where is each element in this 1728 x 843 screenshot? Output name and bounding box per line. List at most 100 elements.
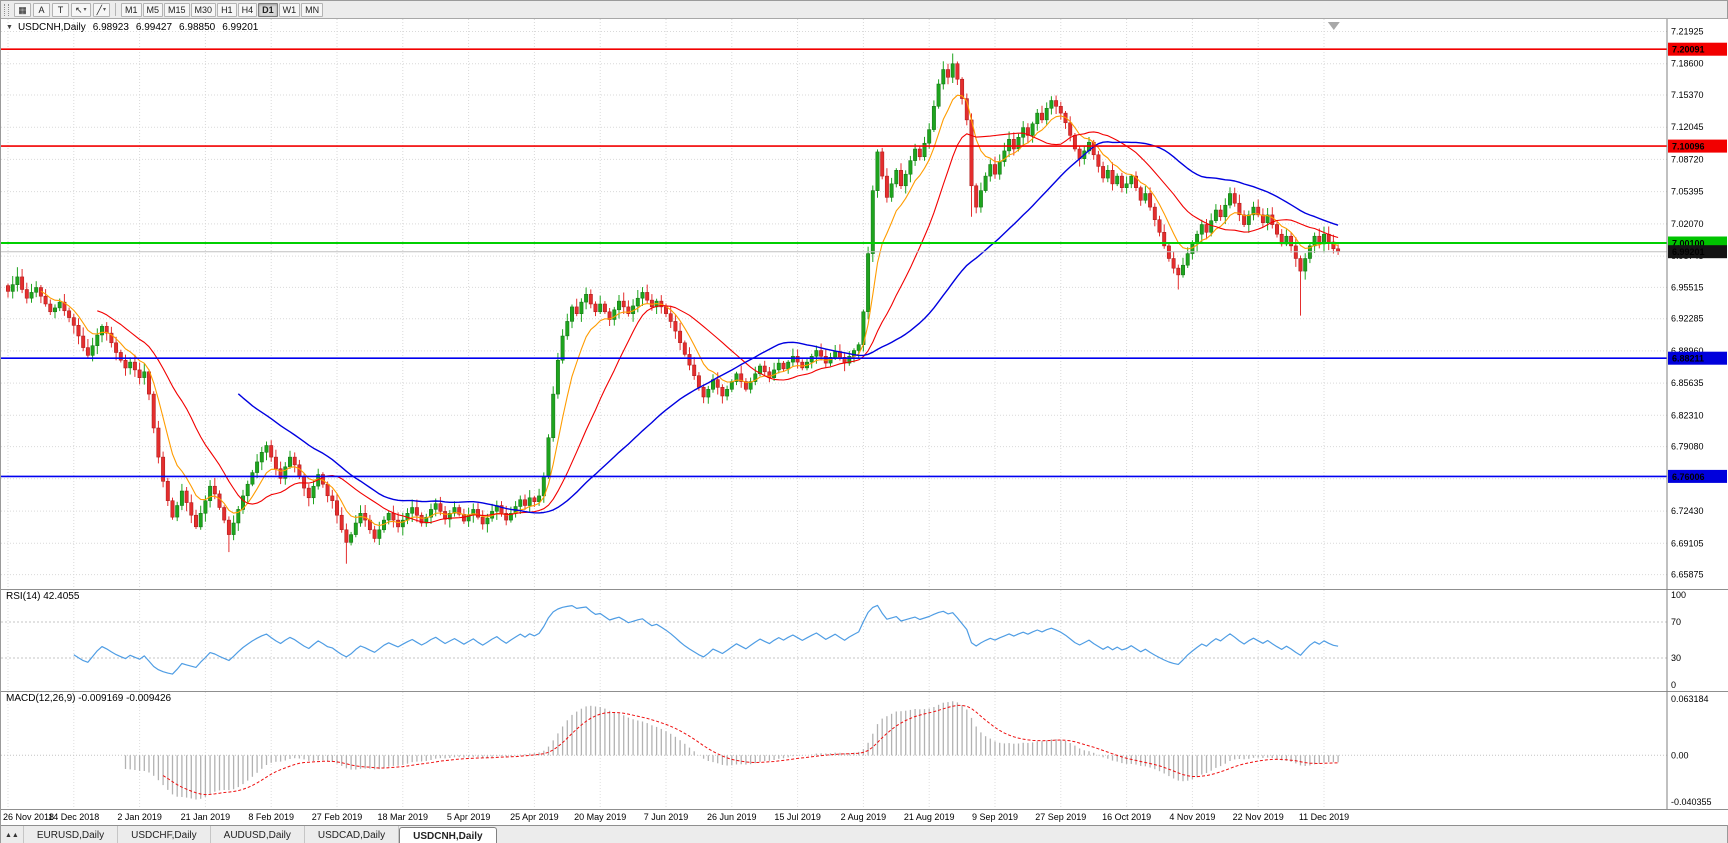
svg-text:6.88960: 6.88960 xyxy=(1671,346,1704,356)
timeframe-m5-button[interactable]: M5 xyxy=(142,2,164,17)
svg-text:7.00100: 7.00100 xyxy=(1672,239,1705,249)
macd-header: MACD(12,26,9) -0.009169 -0.009426 xyxy=(6,693,171,704)
charts-grid-icon-glyph: ▦ xyxy=(18,4,27,15)
svg-text:21 Jan 2019: 21 Jan 2019 xyxy=(181,812,231,822)
svg-text:5 Apr 2019: 5 Apr 2019 xyxy=(447,812,491,822)
svg-text:15 Jul 2019: 15 Jul 2019 xyxy=(774,812,821,822)
svg-text:26 Jun 2019: 26 Jun 2019 xyxy=(707,812,757,822)
svg-text:7.02070: 7.02070 xyxy=(1671,219,1704,229)
svg-text:22 Nov 2019: 22 Nov 2019 xyxy=(1233,812,1284,822)
chart-symbol-label: USDCNH,Daily xyxy=(17,22,86,33)
svg-text:8 Feb 2019: 8 Feb 2019 xyxy=(248,812,294,822)
svg-text:7.05395: 7.05395 xyxy=(1671,187,1704,197)
svg-text:0.063184: 0.063184 xyxy=(1671,694,1709,704)
timeframe-m15-button[interactable]: M15 xyxy=(164,2,190,17)
svg-text:6.99201: 6.99201 xyxy=(1672,247,1705,257)
templates-button[interactable]: T xyxy=(52,2,69,17)
macd-label: MACD(12,26,9) -0.009169 -0.009426 xyxy=(6,693,172,704)
tab-usdcad-daily[interactable]: USDCAD,Daily xyxy=(304,826,400,843)
ohlc-low: 6.98850 xyxy=(179,22,216,33)
price-badge-6.88211: 6.88211 xyxy=(1668,351,1727,365)
svg-text:30: 30 xyxy=(1671,653,1681,663)
price-badge-7.20091: 7.20091 xyxy=(1668,42,1727,56)
svg-text:7 Jun 2019: 7 Jun 2019 xyxy=(644,812,689,822)
svg-text:6.95515: 6.95515 xyxy=(1671,282,1704,292)
line-tools-button[interactable]: ╱ ▾ xyxy=(92,2,110,17)
rsi-header: RSI(14) 42.4055 xyxy=(6,591,79,602)
svg-text:21 Aug 2019: 21 Aug 2019 xyxy=(904,812,955,822)
tab-audusd-daily[interactable]: AUDUSD,Daily xyxy=(210,826,305,843)
svg-text:11 Dec 2019: 11 Dec 2019 xyxy=(1299,812,1349,822)
templates-button-glyph: T xyxy=(57,4,64,15)
svg-text:70: 70 xyxy=(1671,617,1681,627)
autoscroll-button-glyph: A xyxy=(38,4,45,15)
tab-usdchf-daily[interactable]: USDCHF,Daily xyxy=(118,826,211,843)
timeframe-m30-button[interactable]: M30 xyxy=(190,2,217,17)
chart-stack: ▼ USDCNH,Daily 6.98923 6.99427 6.98850 6… xyxy=(1,19,1728,825)
svg-text:18 Mar 2019: 18 Mar 2019 xyxy=(378,812,429,822)
rsi-panel[interactable]: 100 70 30 0 xyxy=(1,589,1728,691)
toolbar-grip[interactable] xyxy=(4,3,9,16)
tab-usdcnh-daily[interactable]: USDCNH,Daily xyxy=(399,827,497,843)
macd-histogram xyxy=(124,701,1339,800)
rsi-label: RSI(14) 42.4055 xyxy=(6,591,80,602)
cursor-tools-button[interactable]: ↖ ▾ xyxy=(71,2,91,17)
svg-text:7.21925: 7.21925 xyxy=(1671,27,1704,37)
timeframe-h4-button[interactable]: H4 xyxy=(237,2,258,17)
svg-text:27 Sep 2019: 27 Sep 2019 xyxy=(1035,812,1086,822)
timeframe-w1-button[interactable]: W1 xyxy=(278,2,301,17)
svg-text:6.69105: 6.69105 xyxy=(1671,538,1704,548)
svg-text:7.18600: 7.18600 xyxy=(1671,59,1704,69)
macd-panel[interactable]: 0.063184 0.00 -0.040355 xyxy=(1,691,1728,809)
macd-signal-line xyxy=(162,704,1339,796)
svg-text:100: 100 xyxy=(1671,590,1686,600)
timeframe-h1-button[interactable]: H1 xyxy=(217,2,237,17)
ma-sma20-line xyxy=(97,131,1339,524)
chart-menu-icon[interactable]: ▼ xyxy=(6,24,13,31)
tab-items: EURUSD,Daily USDCHF,Daily AUDUSD,Daily USDC… xyxy=(23,826,497,843)
cursor-tools-button-glyph: ↖ xyxy=(75,4,83,15)
ma-ema8-line xyxy=(40,94,1339,527)
svg-text:7.08720: 7.08720 xyxy=(1671,154,1704,164)
svg-text:-0.040355: -0.040355 xyxy=(1671,797,1712,807)
price-axis[interactable]: 7.21925 7.18600 7.15370 7.12045 7.08720 7.053… xyxy=(1666,19,1728,589)
chart-tabs-bar: ▲▲ EURUSD,Daily USDCHF,Daily AUDUSD,Daily U… xyxy=(1,825,1727,843)
candles-layer xyxy=(6,53,1341,564)
timeframe-d1-button[interactable]: D1 xyxy=(258,2,278,17)
macd-axis[interactable]: 0.063184 0.00 -0.040355 xyxy=(1666,691,1728,809)
svg-text:20 May 2019: 20 May 2019 xyxy=(574,812,626,822)
timeframe-buttons: M1 M5 M15 M30 H1 H4 D1 W1 MN xyxy=(121,2,324,17)
rsi-axis[interactable]: 100 70 30 0 xyxy=(1666,589,1728,691)
autoscroll-button[interactable]: A xyxy=(33,2,50,17)
svg-text:6.85635: 6.85635 xyxy=(1671,378,1704,388)
svg-text:16 Oct 2019: 16 Oct 2019 xyxy=(1102,812,1151,822)
timeframe-mn-button[interactable]: MN xyxy=(301,2,324,17)
timeframe-m1-button[interactable]: M1 xyxy=(121,2,142,17)
toolbar-icon-buttons: ▦ A T ↖ ▾ ╱ ▾ xyxy=(14,2,110,17)
chart-shift-marker-icon[interactable] xyxy=(1327,22,1340,30)
main-price-chart[interactable]: 7.21925 7.18600 7.15370 7.12045 7.08720 7.053… xyxy=(1,19,1728,589)
svg-text:6.65875: 6.65875 xyxy=(1671,570,1704,580)
svg-text:4 Nov 2019: 4 Nov 2019 xyxy=(1169,812,1215,822)
svg-text:25 Apr 2019: 25 Apr 2019 xyxy=(510,812,559,822)
chart-toolbar: ▦ A T ↖ ▾ ╱ ▾ M1 M5 M15 M30 H1 H4 D1 W1 MN xyxy=(1,1,1727,19)
svg-text:6.92285: 6.92285 xyxy=(1671,314,1704,324)
dropdown-caret-icon: ▾ xyxy=(102,6,106,13)
svg-text:0.00: 0.00 xyxy=(1671,750,1689,760)
svg-text:9 Sep 2019: 9 Sep 2019 xyxy=(972,812,1018,822)
chart-background[interactable] xyxy=(1,19,1728,589)
svg-text:2 Aug 2019: 2 Aug 2019 xyxy=(841,812,887,822)
dropdown-caret-icon: ▾ xyxy=(83,6,87,13)
toolbar-separator xyxy=(115,3,116,16)
svg-text:7.15370: 7.15370 xyxy=(1671,90,1704,100)
tab-eurusd-daily[interactable]: EURUSD,Daily xyxy=(23,826,119,843)
svg-text:0: 0 xyxy=(1671,680,1676,690)
svg-text:26 Nov 2018: 26 Nov 2018 xyxy=(3,812,54,822)
line-tools-button-glyph: ╱ xyxy=(96,4,102,15)
svg-text:7.10096: 7.10096 xyxy=(1672,142,1705,152)
price-badge-7.10096: 7.10096 xyxy=(1668,139,1727,153)
tab-list-button[interactable]: ▲▲ xyxy=(1,826,24,843)
charts-grid-icon[interactable]: ▦ xyxy=(14,2,31,17)
